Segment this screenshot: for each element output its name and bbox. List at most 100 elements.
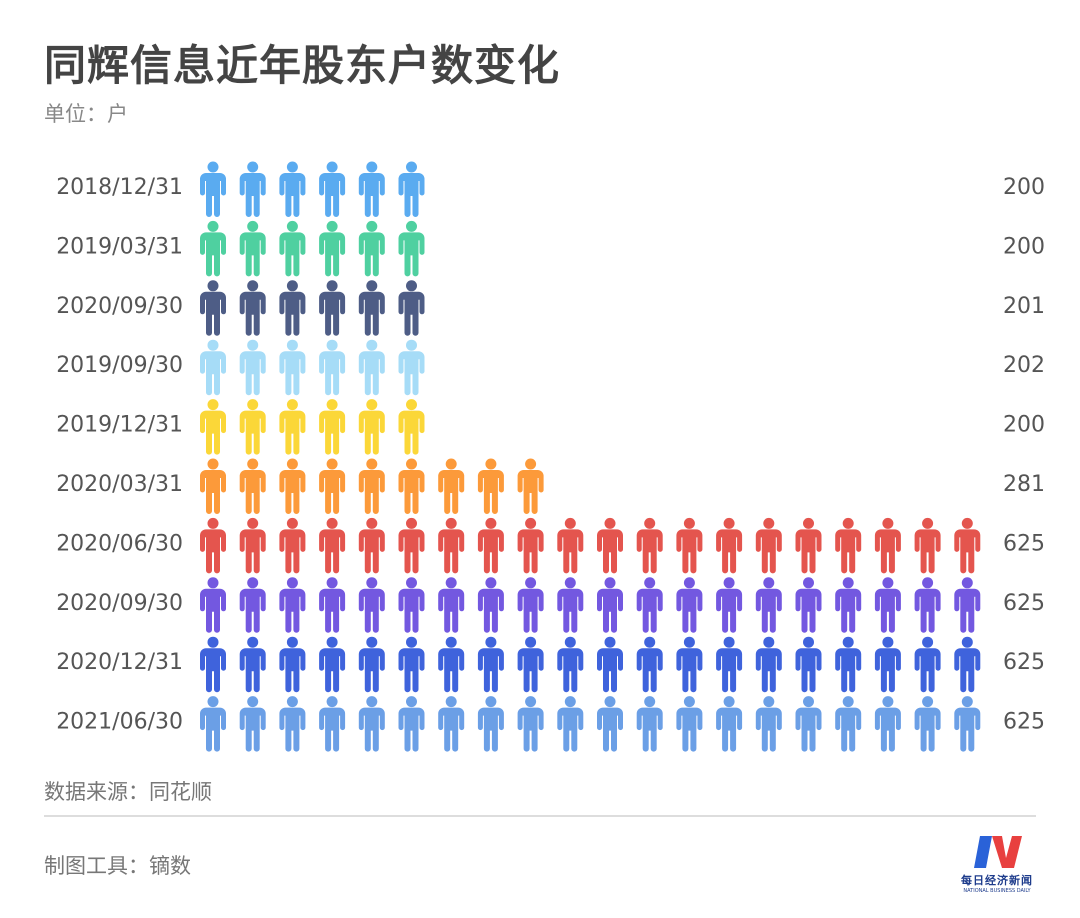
person-icon bbox=[319, 280, 346, 336]
value-label: 200 bbox=[1003, 413, 1045, 438]
person-icon bbox=[517, 517, 544, 574]
person-icon bbox=[557, 696, 584, 752]
person-icon bbox=[477, 696, 504, 752]
chart-row: 2019/09/30 202 bbox=[56, 339, 1045, 396]
person-icon bbox=[200, 280, 226, 336]
person-icon bbox=[279, 458, 306, 514]
person-icon bbox=[676, 636, 703, 693]
data-source: 数据来源：同花顺 bbox=[44, 780, 212, 804]
person-icon bbox=[914, 696, 941, 752]
chart-row: 2020/03/31 281 bbox=[56, 458, 1045, 514]
person-icon bbox=[517, 696, 544, 752]
chart-row: 2018/12/31 200 bbox=[56, 161, 1045, 217]
person-icon bbox=[319, 220, 346, 277]
person-icon bbox=[636, 577, 663, 633]
person-icon bbox=[358, 696, 385, 752]
person-icon bbox=[914, 517, 941, 574]
person-icon bbox=[279, 517, 306, 574]
person-icon bbox=[755, 517, 782, 574]
person-icon bbox=[835, 577, 862, 633]
person-icon bbox=[954, 696, 981, 752]
person-icon bbox=[239, 577, 266, 633]
logo-text-en: NATIONAL BUSINESS DAILY bbox=[963, 888, 1031, 894]
person-icon bbox=[874, 636, 901, 693]
chart-row: 2020/09/30 201 bbox=[56, 280, 1045, 336]
person-icon bbox=[200, 220, 226, 277]
person-icon bbox=[319, 517, 346, 574]
person-icon bbox=[517, 577, 544, 633]
person-icon bbox=[200, 399, 226, 455]
value-label: 281 bbox=[1003, 472, 1045, 497]
person-icon bbox=[358, 577, 385, 633]
category-label: 2020/09/30 bbox=[56, 591, 183, 616]
person-icon bbox=[239, 517, 266, 574]
value-label: 202 bbox=[1003, 353, 1045, 378]
person-icon bbox=[279, 636, 306, 693]
person-icon bbox=[954, 636, 981, 693]
value-label: 625 bbox=[1003, 710, 1045, 735]
person-icon bbox=[636, 696, 663, 752]
person-icon bbox=[200, 696, 226, 752]
value-label: 625 bbox=[1003, 531, 1045, 556]
person-icon bbox=[716, 696, 743, 752]
person-icon bbox=[398, 636, 425, 693]
category-label: 2019/09/30 bbox=[56, 353, 183, 378]
person-icon bbox=[716, 517, 743, 574]
person-icon bbox=[795, 577, 822, 633]
person-icon bbox=[358, 636, 385, 693]
person-icon bbox=[835, 517, 862, 574]
category-label: 2020/09/30 bbox=[56, 294, 183, 319]
person-icon bbox=[319, 458, 346, 514]
person-icon bbox=[319, 399, 346, 455]
category-label: 2020/06/30 bbox=[56, 531, 183, 556]
person-icon bbox=[319, 161, 346, 217]
chart-row: 2020/12/31 625 bbox=[56, 636, 1045, 693]
person-icon bbox=[239, 161, 266, 217]
chart-row: 2020/06/30 625 bbox=[56, 517, 1045, 574]
person-icon bbox=[358, 517, 385, 574]
person-icon bbox=[279, 280, 306, 336]
person-icon bbox=[517, 636, 544, 693]
person-icon bbox=[597, 636, 623, 693]
category-label: 2019/03/31 bbox=[56, 234, 183, 259]
person-icon bbox=[597, 696, 623, 752]
person-icon bbox=[319, 696, 346, 752]
person-icon bbox=[398, 696, 425, 752]
chart-title: 同辉信息近年股东户数变化 bbox=[44, 41, 561, 90]
chart-row: 2019/03/31 200 bbox=[56, 220, 1045, 277]
person-icon bbox=[676, 696, 703, 752]
person-icon bbox=[398, 458, 425, 514]
person-icon bbox=[477, 636, 504, 693]
person-icon bbox=[874, 517, 901, 574]
person-icon bbox=[636, 636, 663, 693]
person-icon bbox=[319, 339, 346, 396]
person-icon bbox=[279, 399, 306, 455]
person-icon bbox=[716, 636, 743, 693]
person-icon bbox=[279, 161, 306, 217]
person-icon bbox=[239, 636, 266, 693]
person-icon bbox=[438, 696, 465, 752]
person-icon bbox=[557, 577, 584, 633]
person-icon bbox=[279, 220, 306, 277]
person-icon bbox=[239, 696, 266, 752]
person-icon bbox=[795, 517, 822, 574]
person-icon bbox=[358, 161, 385, 217]
value-label: 625 bbox=[1003, 591, 1045, 616]
person-icon bbox=[279, 577, 306, 633]
person-icon bbox=[358, 399, 385, 455]
person-icon bbox=[874, 696, 901, 752]
person-icon bbox=[200, 339, 226, 396]
person-icon bbox=[477, 458, 504, 514]
category-label: 2020/03/31 bbox=[56, 472, 183, 497]
person-icon bbox=[755, 636, 782, 693]
person-icon bbox=[398, 399, 425, 455]
person-icon bbox=[438, 517, 465, 574]
person-icon bbox=[200, 517, 226, 574]
person-icon bbox=[755, 577, 782, 633]
person-icon bbox=[716, 577, 743, 633]
person-icon bbox=[517, 458, 544, 514]
category-label: 2019/12/31 bbox=[56, 413, 183, 438]
person-icon bbox=[200, 161, 226, 217]
category-label: 2018/12/31 bbox=[56, 175, 183, 200]
